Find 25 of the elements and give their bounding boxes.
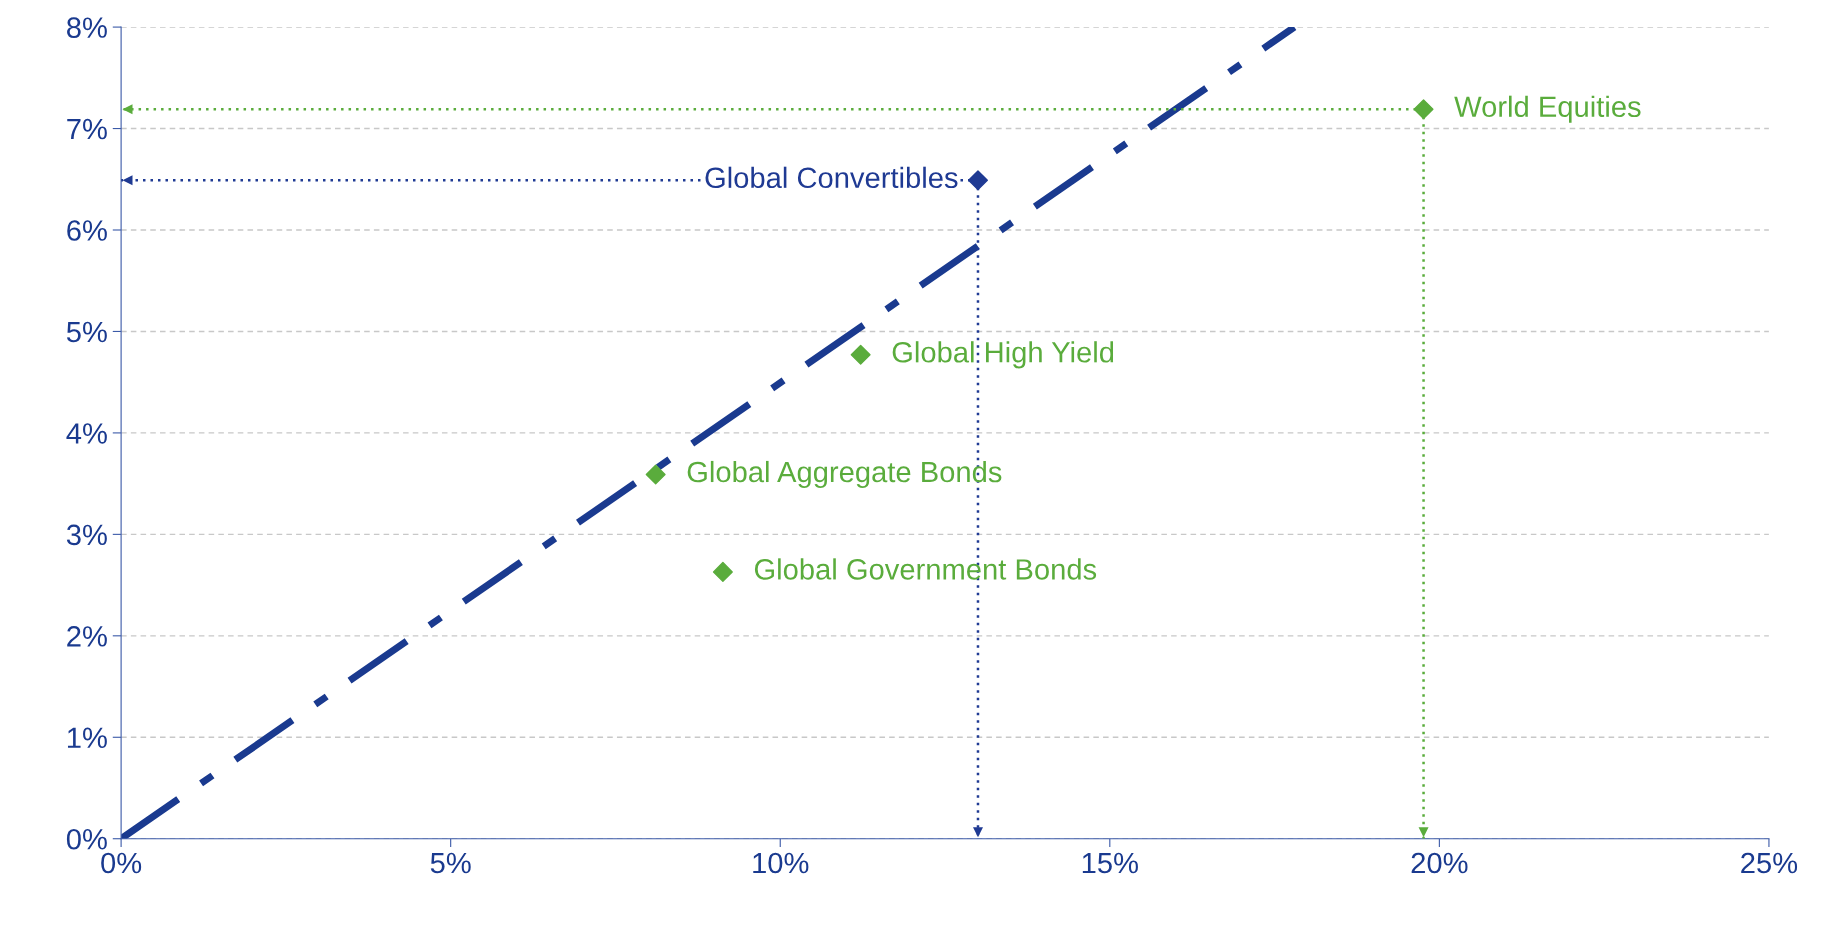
x-tick-label: 15% <box>1082 852 1138 874</box>
y-tick-label: 5% <box>66 321 107 343</box>
y-tick-label: 2% <box>67 626 107 647</box>
point <box>1413 99 1434 120</box>
x-tick-label: 0% <box>101 852 142 874</box>
series-label: Global Convertibles <box>705 166 958 189</box>
point <box>967 170 988 191</box>
series-label: Global Aggregate Bonds <box>687 460 1002 489</box>
x-tick-label: 5% <box>430 852 471 874</box>
point <box>712 561 733 582</box>
point <box>850 344 871 365</box>
x-tick-label: 20% <box>1411 852 1468 874</box>
series-label: World Equities <box>1454 95 1641 123</box>
y-tick-label: 6% <box>67 220 107 241</box>
y-tick-label: 4% <box>66 423 107 444</box>
y-tick-label: 3% <box>66 524 107 546</box>
point <box>645 464 666 485</box>
series-label: Global High Yield <box>892 341 1114 369</box>
y-tick-label: 8% <box>67 17 107 38</box>
x-tick-label: 25% <box>1741 852 1798 874</box>
series-label: Global Government Bonds <box>754 558 1097 580</box>
y-tick-label: 1% <box>67 727 107 749</box>
x-tick-label: 10% <box>753 852 809 874</box>
y-tick-label: 7% <box>67 118 107 140</box>
y-tick-label: 0% <box>66 828 107 850</box>
